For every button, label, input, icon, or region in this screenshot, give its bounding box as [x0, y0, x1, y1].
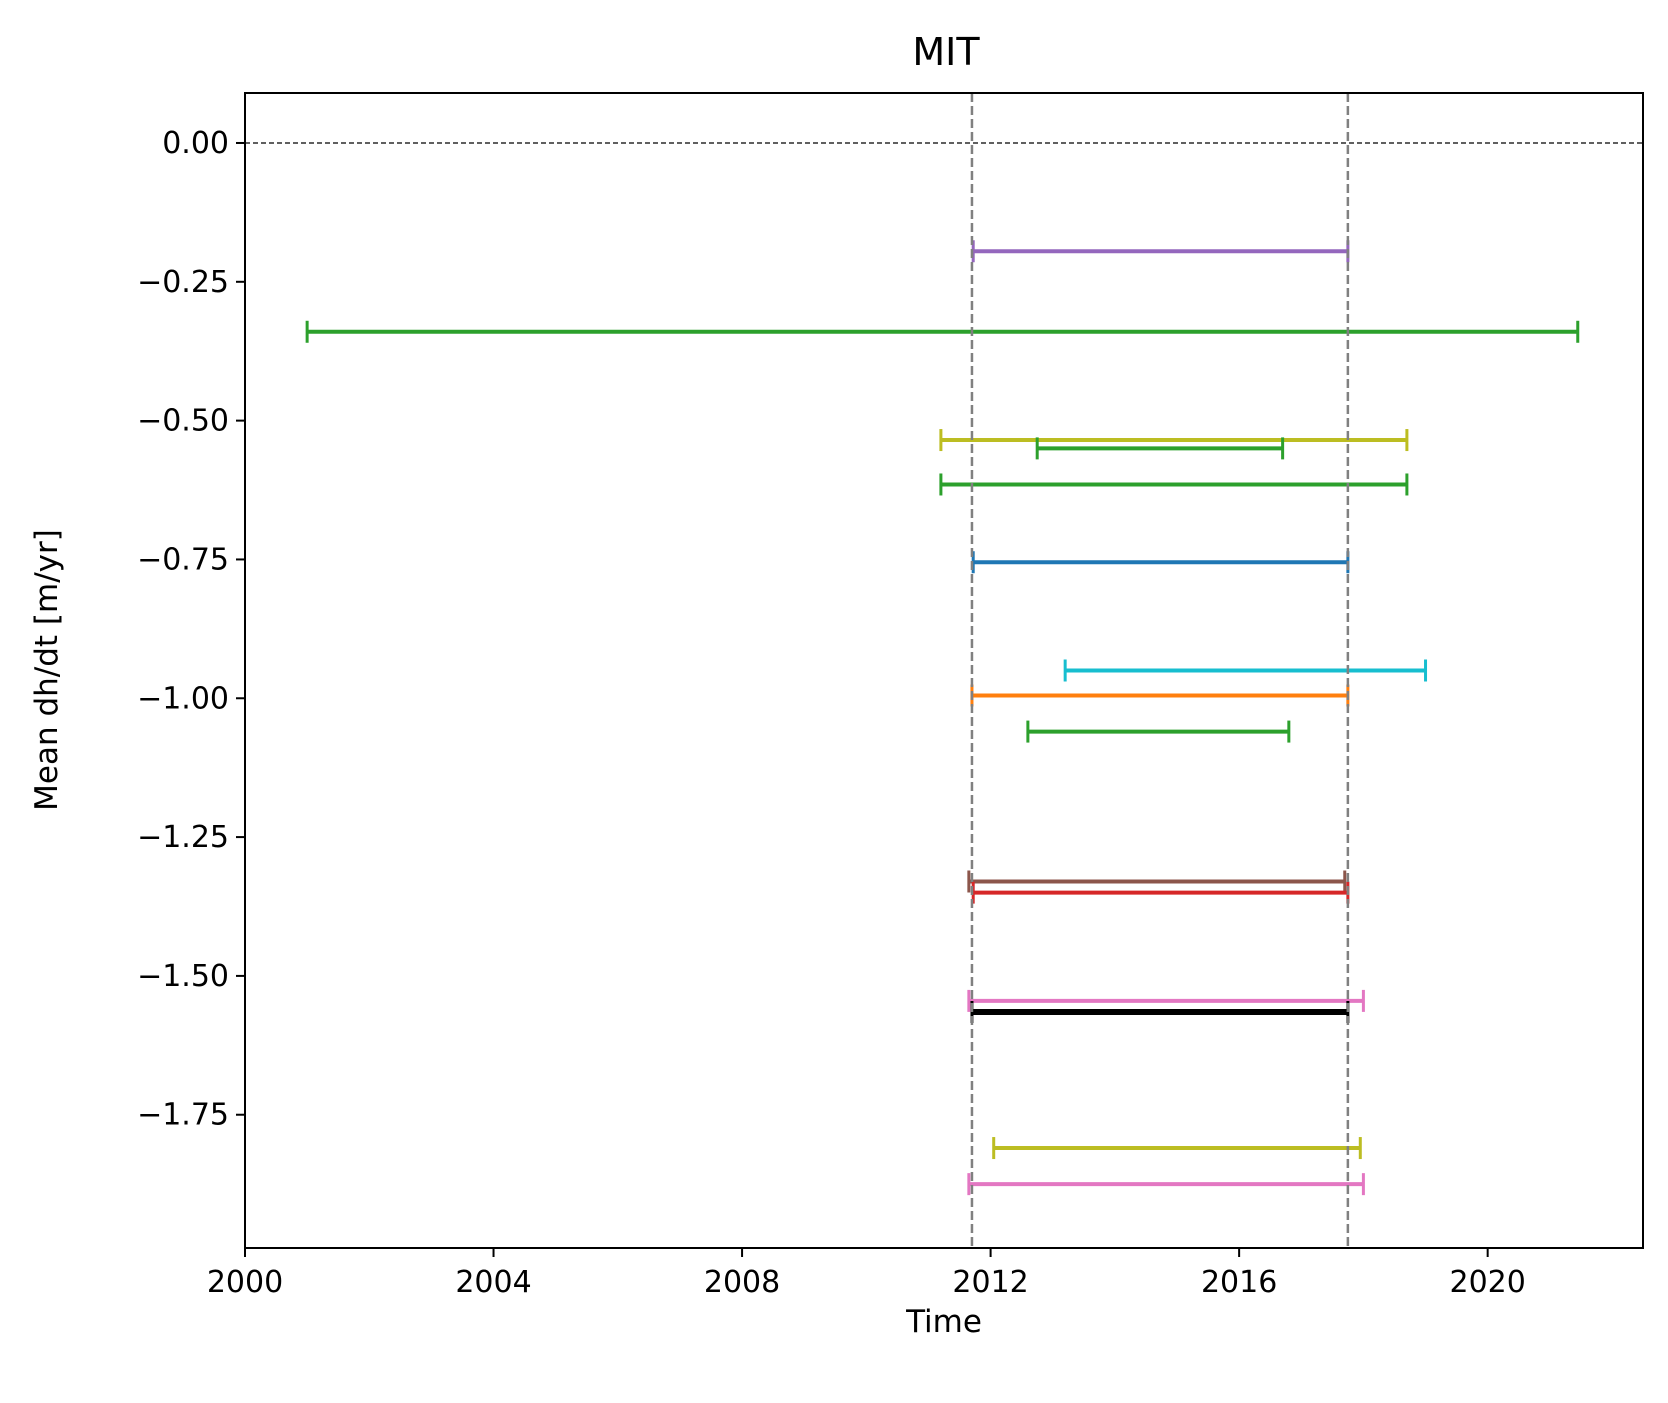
plot-frame	[244, 92, 1644, 1249]
x-tick-label-4: 2016	[1201, 1265, 1277, 1300]
y-tick-label-3: −0.75	[137, 542, 229, 577]
y-tick-label-4: −1.00	[137, 681, 229, 716]
y-tick-label-5: −1.25	[137, 820, 229, 855]
y-tick-label-1: −0.25	[137, 265, 229, 300]
plot-area	[245, 93, 1643, 1248]
y-axis-title: Mean dh/dt [m/yr]	[29, 529, 65, 811]
x-tick-label-0: 2000	[207, 1265, 283, 1300]
x-axis-title: Time	[905, 1304, 982, 1340]
x-tick-label-1: 2004	[455, 1265, 531, 1300]
y-tick-label-7: −1.75	[137, 1098, 229, 1133]
x-tick-label-2: 2008	[704, 1265, 780, 1300]
x-tick-label-5: 2020	[1449, 1265, 1525, 1300]
chart-title: MIT	[912, 30, 980, 74]
y-tick-label-0: 0.00	[162, 126, 229, 161]
y-tick-label-2: −0.50	[137, 404, 229, 439]
y-axis: 0.00 −0.25 −0.50 −0.75 −1.00 −1.25 −1.50 −1.75	[137, 126, 245, 1133]
y-tick-label-6: −1.50	[137, 959, 229, 994]
x-axis: 2000 2004 2008 2012 2016 2020	[207, 1248, 1526, 1300]
x-tick-label-3: 2012	[952, 1265, 1028, 1300]
